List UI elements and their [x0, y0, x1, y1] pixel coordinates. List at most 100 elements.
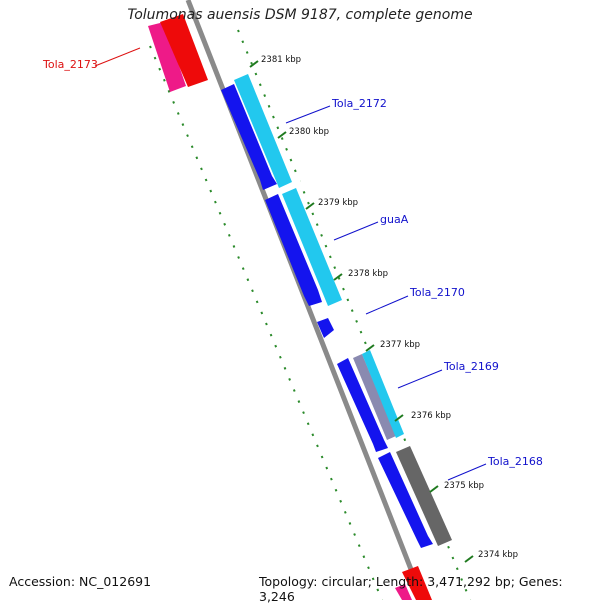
track-dot: [306, 422, 310, 426]
track-dot: [237, 29, 240, 33]
track-dot: [292, 389, 296, 392]
track-dot: [223, 222, 227, 226]
track-dot: [357, 544, 361, 548]
track-dot: [153, 56, 157, 60]
gene-label-tola-2168[interactable]: Tola_2168: [487, 455, 543, 468]
kbp-tick-label: 2377 kbp: [380, 340, 420, 350]
track-dot: [324, 244, 328, 248]
track-dot: [325, 466, 329, 470]
track-dot: [355, 320, 358, 323]
track-dot: [237, 256, 240, 259]
track-dot: [278, 355, 282, 359]
lane-gap: [268, 179, 302, 197]
track-dot: [258, 83, 262, 87]
track-dot: [285, 147, 288, 151]
track-dot: [218, 211, 222, 215]
track-dot: [464, 588, 468, 592]
track-dot: [280, 137, 284, 140]
track-dot: [359, 330, 363, 334]
tola-2172-cds: [221, 84, 277, 190]
track-dot: [241, 40, 245, 44]
track-dot: [190, 145, 194, 149]
track-dot: [451, 556, 455, 560]
gene-label-tola-2169[interactable]: Tola_2169: [443, 360, 499, 373]
tick-mark: [277, 131, 287, 139]
kbp-tick-label: 2375 kbp: [444, 481, 484, 491]
track-dot: [328, 255, 332, 259]
track-dot: [460, 578, 464, 581]
track-dot: [342, 287, 345, 291]
kbp-tick-label: 2374 kbp: [478, 550, 518, 560]
track-dot: [200, 167, 203, 171]
kbp-tick-marks: [249, 60, 474, 563]
track-dot: [362, 555, 366, 559]
leader-line-tola-2170: [365, 295, 409, 315]
bottom-pink-feature: [395, 584, 412, 600]
tick-mark: [365, 344, 375, 352]
track-dot: [288, 378, 291, 381]
track-dot: [162, 78, 166, 82]
tola-2169-gray: [353, 354, 396, 440]
track-dot: [274, 344, 278, 348]
kbp-tick-label: 2378 kbp: [348, 269, 388, 279]
tola-2168-cds: [378, 452, 433, 548]
tola-2169-cds: [337, 358, 388, 452]
track-dot: [149, 45, 152, 49]
track-dot: [267, 104, 271, 108]
track-dot: [254, 72, 258, 76]
track-dot: [255, 300, 259, 304]
track-dot: [330, 477, 333, 481]
track-dot: [241, 267, 245, 271]
track-dot: [186, 134, 189, 138]
track-dot: [283, 366, 287, 370]
track-dot: [346, 298, 350, 302]
gene-label-tola-2173[interactable]: Tola_2173: [42, 58, 98, 71]
track-dot: [302, 411, 305, 415]
leader-line-tola-2173: [94, 47, 141, 67]
gene-label-tola-2172[interactable]: Tola_2172: [331, 97, 387, 110]
track-dot: [251, 289, 254, 293]
tola-2173-feature: [160, 14, 208, 87]
track-dot: [276, 126, 280, 130]
track-dot: [307, 201, 310, 205]
leader-line-guaa: [333, 221, 379, 241]
tola-2170-cds: [317, 318, 334, 338]
track-dot: [311, 433, 315, 437]
gene-label-tola-2170[interactable]: Tola_2170: [409, 286, 465, 299]
track-dot: [455, 567, 459, 571]
track-dot: [265, 322, 268, 326]
track-dot: [302, 190, 306, 194]
track-dot: [269, 333, 273, 337]
tick-mark: [464, 555, 474, 563]
leader-line-tola-2172: [285, 105, 331, 124]
track-dot: [311, 212, 315, 216]
track-dot: [334, 488, 338, 492]
track-dot: [232, 245, 236, 248]
track-dot: [367, 566, 370, 570]
tola-2168-gray: [396, 446, 452, 546]
gene-label-guaa[interactable]: guaA: [380, 213, 409, 226]
track-dot: [158, 67, 162, 71]
track-dot: [195, 156, 199, 160]
pink-feature: [148, 22, 186, 92]
track-dot: [204, 178, 208, 182]
kbp-tick-label: 2381 kbp: [261, 55, 301, 65]
tick-mark: [249, 60, 259, 68]
kbp-tick-label: 2379 kbp: [318, 198, 358, 208]
tola-2172-cyan: [234, 74, 292, 188]
leader-line-tola-2169: [397, 369, 443, 389]
track-dot: [227, 233, 231, 237]
kbp-tick-label: 2376 kbp: [411, 411, 451, 421]
track-dot: [364, 341, 367, 345]
track-dot: [272, 115, 275, 119]
track-dot: [289, 158, 293, 162]
track-dot: [172, 101, 175, 104]
track-dot: [176, 112, 180, 115]
track-dot: [246, 278, 250, 282]
guaa-cds: [265, 194, 322, 306]
track-dot: [297, 400, 301, 403]
inner-dotted-track: [149, 45, 384, 603]
track-dot: [263, 94, 267, 97]
track-dot: [250, 61, 253, 65]
tick-mark: [305, 202, 315, 210]
